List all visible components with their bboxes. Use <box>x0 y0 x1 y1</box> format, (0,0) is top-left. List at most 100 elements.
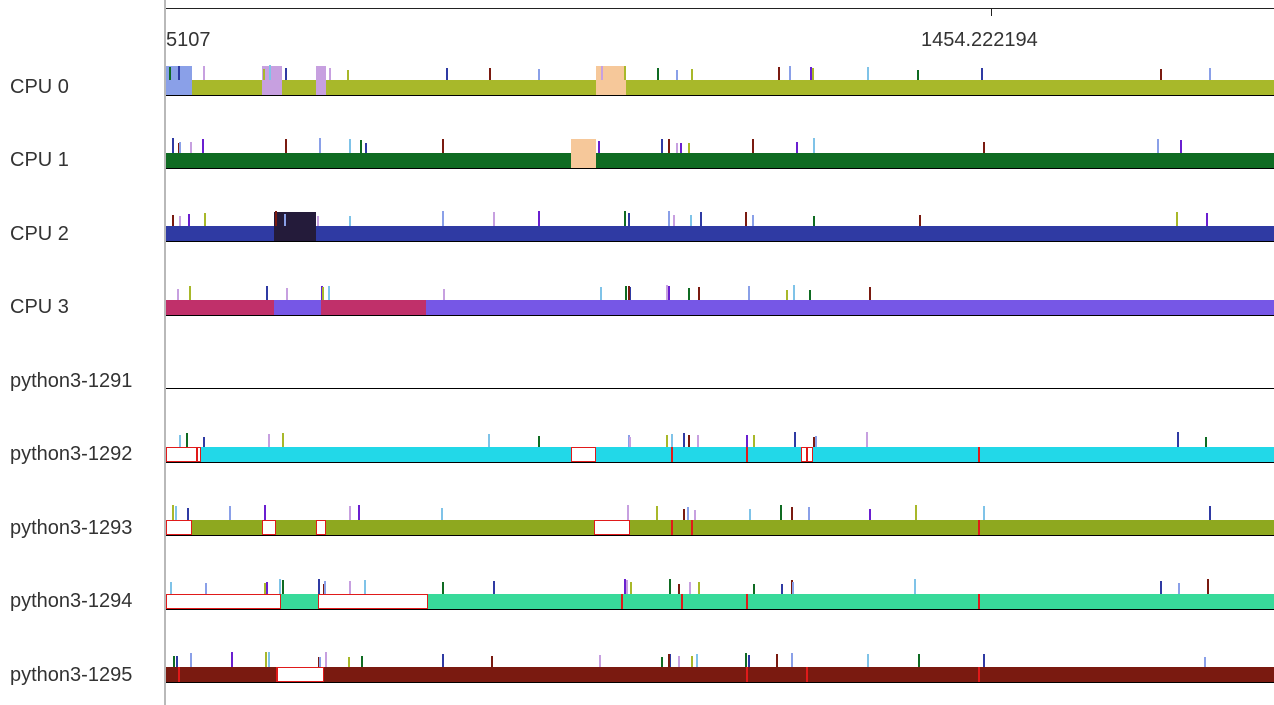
event-marker[interactable] <box>793 285 795 300</box>
trace-row[interactable] <box>166 0 1274 705</box>
event-marker[interactable] <box>753 584 755 594</box>
event-marker[interactable] <box>1209 68 1211 80</box>
event-marker[interactable] <box>668 654 670 667</box>
event-marker[interactable] <box>668 211 670 226</box>
event-marker[interactable] <box>319 657 321 667</box>
event-marker[interactable] <box>690 215 692 226</box>
idle-segment[interactable] <box>166 594 281 609</box>
row-label-cpu-2[interactable]: CPU 2 <box>10 223 69 245</box>
event-marker[interactable] <box>489 68 491 80</box>
row-label-python3-1295[interactable]: python3-1295 <box>10 664 133 686</box>
wakeup-marker[interactable] <box>178 667 180 682</box>
event-marker[interactable] <box>697 435 699 447</box>
event-marker[interactable] <box>628 213 630 226</box>
event-marker[interactable] <box>493 212 495 226</box>
wakeup-marker[interactable] <box>746 667 748 682</box>
event-marker[interactable] <box>328 286 330 300</box>
trace-row[interactable] <box>166 0 1274 705</box>
event-marker[interactable] <box>983 142 985 153</box>
event-marker[interactable] <box>678 584 680 594</box>
event-marker[interactable] <box>813 216 815 226</box>
event-marker[interactable] <box>538 211 540 226</box>
event-marker[interactable] <box>538 436 540 447</box>
trace-bar[interactable] <box>166 226 1274 241</box>
event-marker[interactable] <box>1176 212 1178 226</box>
event-marker[interactable] <box>668 139 670 153</box>
row-label-cpu-0[interactable]: CPU 0 <box>10 76 69 98</box>
event-marker[interactable] <box>202 139 204 153</box>
event-marker[interactable] <box>810 67 812 80</box>
event-marker[interactable] <box>688 143 690 153</box>
event-marker[interactable] <box>671 434 673 447</box>
wakeup-marker[interactable] <box>681 594 683 609</box>
event-marker[interactable] <box>809 290 811 300</box>
event-marker[interactable] <box>628 286 630 300</box>
column-divider[interactable] <box>164 0 166 705</box>
event-marker[interactable] <box>285 139 287 153</box>
event-marker[interactable] <box>229 506 231 520</box>
event-marker[interactable] <box>786 290 788 300</box>
event-marker[interactable] <box>917 70 919 80</box>
wakeup-marker[interactable] <box>621 594 623 609</box>
event-marker[interactable] <box>694 510 696 520</box>
event-marker[interactable] <box>780 505 782 520</box>
event-marker[interactable] <box>178 66 180 80</box>
idle-segment[interactable] <box>166 447 201 462</box>
row-label-python3-1291[interactable]: python3-1291 <box>10 370 133 392</box>
event-marker[interactable] <box>630 582 632 594</box>
event-marker[interactable] <box>691 69 693 80</box>
event-marker[interactable] <box>745 653 747 667</box>
event-marker[interactable] <box>624 66 626 80</box>
event-marker[interactable] <box>446 68 448 80</box>
event-marker[interactable] <box>669 579 671 594</box>
event-marker[interactable] <box>915 505 917 520</box>
event-marker[interactable] <box>624 579 626 594</box>
event-marker[interactable] <box>983 506 985 520</box>
event-marker[interactable] <box>231 652 233 667</box>
trace-bar[interactable] <box>166 153 1274 168</box>
event-marker[interactable] <box>691 656 693 667</box>
event-marker[interactable] <box>1157 139 1159 153</box>
idle-segment[interactable] <box>318 594 428 609</box>
row-label-python3-1292[interactable]: python3-1292 <box>10 443 133 465</box>
event-marker[interactable] <box>1177 432 1179 447</box>
event-marker[interactable] <box>365 143 367 153</box>
event-marker[interactable] <box>683 509 685 520</box>
event-marker[interactable] <box>794 432 796 447</box>
wakeup-marker[interactable] <box>978 667 980 682</box>
event-marker[interactable] <box>172 215 174 226</box>
event-marker[interactable] <box>286 288 288 300</box>
event-marker[interactable] <box>172 505 174 520</box>
event-marker[interactable] <box>285 68 287 80</box>
event-marker[interactable] <box>661 657 663 667</box>
event-marker[interactable] <box>661 139 663 153</box>
trace-row[interactable] <box>166 0 1274 705</box>
event-marker[interactable] <box>347 70 349 80</box>
event-marker[interactable] <box>179 142 181 153</box>
event-marker[interactable] <box>698 582 700 594</box>
event-marker[interactable] <box>627 505 629 520</box>
event-marker[interactable] <box>688 435 690 447</box>
event-marker[interactable] <box>791 653 793 667</box>
event-marker[interactable] <box>263 69 265 80</box>
event-marker[interactable] <box>190 653 192 667</box>
event-marker[interactable] <box>364 580 366 594</box>
trace-segment[interactable] <box>262 66 282 95</box>
event-marker[interactable] <box>179 216 181 226</box>
time-ruler[interactable] <box>166 8 1274 9</box>
event-marker[interactable] <box>443 289 445 300</box>
event-marker[interactable] <box>177 289 179 300</box>
event-marker[interactable] <box>1180 140 1182 153</box>
event-marker[interactable] <box>776 654 778 667</box>
event-marker[interactable] <box>190 142 192 153</box>
event-marker[interactable] <box>687 507 689 520</box>
trace-segment[interactable] <box>316 66 326 95</box>
event-marker[interactable] <box>203 66 205 80</box>
event-marker[interactable] <box>317 216 319 226</box>
event-marker[interactable] <box>808 507 810 520</box>
event-marker[interactable] <box>698 287 700 300</box>
event-marker[interactable] <box>753 435 755 447</box>
event-marker[interactable] <box>169 67 171 80</box>
event-marker[interactable] <box>203 437 205 447</box>
wakeup-marker[interactable] <box>978 520 980 535</box>
